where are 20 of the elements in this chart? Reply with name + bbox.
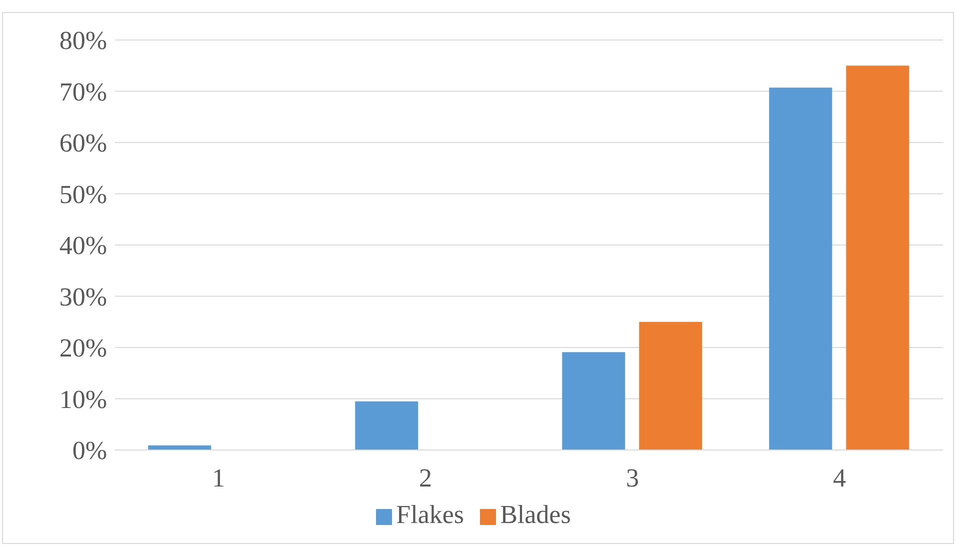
- bar: [355, 401, 418, 450]
- y-tick-label: 60%: [59, 128, 107, 158]
- x-tick-label: 1: [212, 463, 225, 492]
- bar: [562, 352, 626, 450]
- x-tick-label: 2: [419, 463, 432, 492]
- x-tick-label: 4: [833, 463, 846, 492]
- y-tick-label: 20%: [59, 334, 107, 363]
- y-tick-label: 40%: [59, 231, 107, 260]
- legend-label: Blades: [500, 500, 571, 529]
- y-tick-label: 0%: [72, 436, 107, 466]
- bar: [769, 88, 832, 450]
- bar: [846, 66, 910, 450]
- y-tick-label: 30%: [59, 282, 107, 312]
- legend-label: Flakes: [396, 500, 464, 529]
- y-tick-label: 70%: [59, 77, 107, 106]
- bar: [639, 322, 702, 450]
- y-tick-label: 10%: [59, 384, 107, 414]
- y-tick-label: 80%: [59, 26, 107, 56]
- y-tick-label: 50%: [59, 180, 107, 209]
- x-tick-label: 3: [626, 463, 639, 492]
